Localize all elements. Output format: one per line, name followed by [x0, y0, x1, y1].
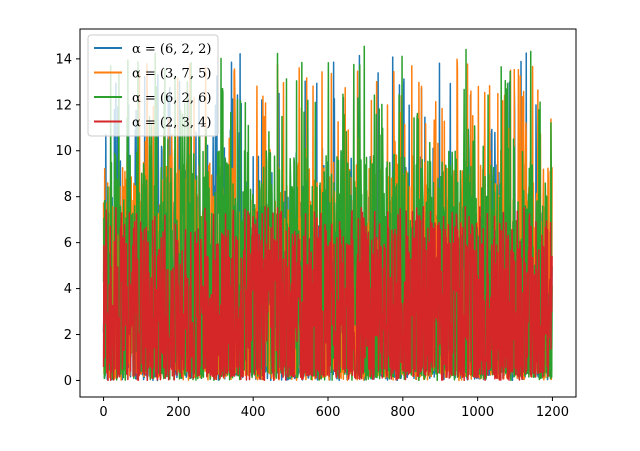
legend-label: α = (6, 2, 2)	[132, 42, 211, 57]
x-tick-label: 1000	[461, 405, 494, 420]
y-tick-label: 0	[64, 374, 72, 389]
legend-label: α = (2, 3, 4)	[132, 116, 211, 131]
legend-label: α = (6, 2, 6)	[132, 91, 211, 106]
x-tick-label: 400	[241, 405, 266, 420]
x-tick-label: 0	[99, 405, 107, 420]
ticks: 0 200 400 600 800 1000 1200 0 2 4 6 8 10 12 14	[55, 52, 569, 420]
plot-area	[102, 45, 553, 382]
y-tick-label: 4	[64, 282, 72, 297]
y-tick-label: 8	[64, 190, 72, 205]
x-tick-label: 600	[316, 405, 341, 420]
legend: α = (6, 2, 2) α = (3, 7, 5) α = (6, 2, 6) α…	[87, 34, 219, 137]
y-tick-label: 6	[64, 236, 72, 251]
x-tick-label: 1200	[536, 405, 569, 420]
y-tick-label: 2	[64, 328, 72, 343]
y-tick-label: 10	[55, 144, 72, 159]
x-tick-label: 200	[166, 405, 191, 420]
y-tick-label: 14	[55, 52, 72, 67]
legend-label: α = (3, 7, 5)	[132, 67, 211, 82]
legend-box	[87, 34, 219, 137]
y-tick-label: 12	[55, 98, 72, 113]
x-tick-label: 800	[390, 405, 415, 420]
series-line-4	[102, 205, 553, 382]
